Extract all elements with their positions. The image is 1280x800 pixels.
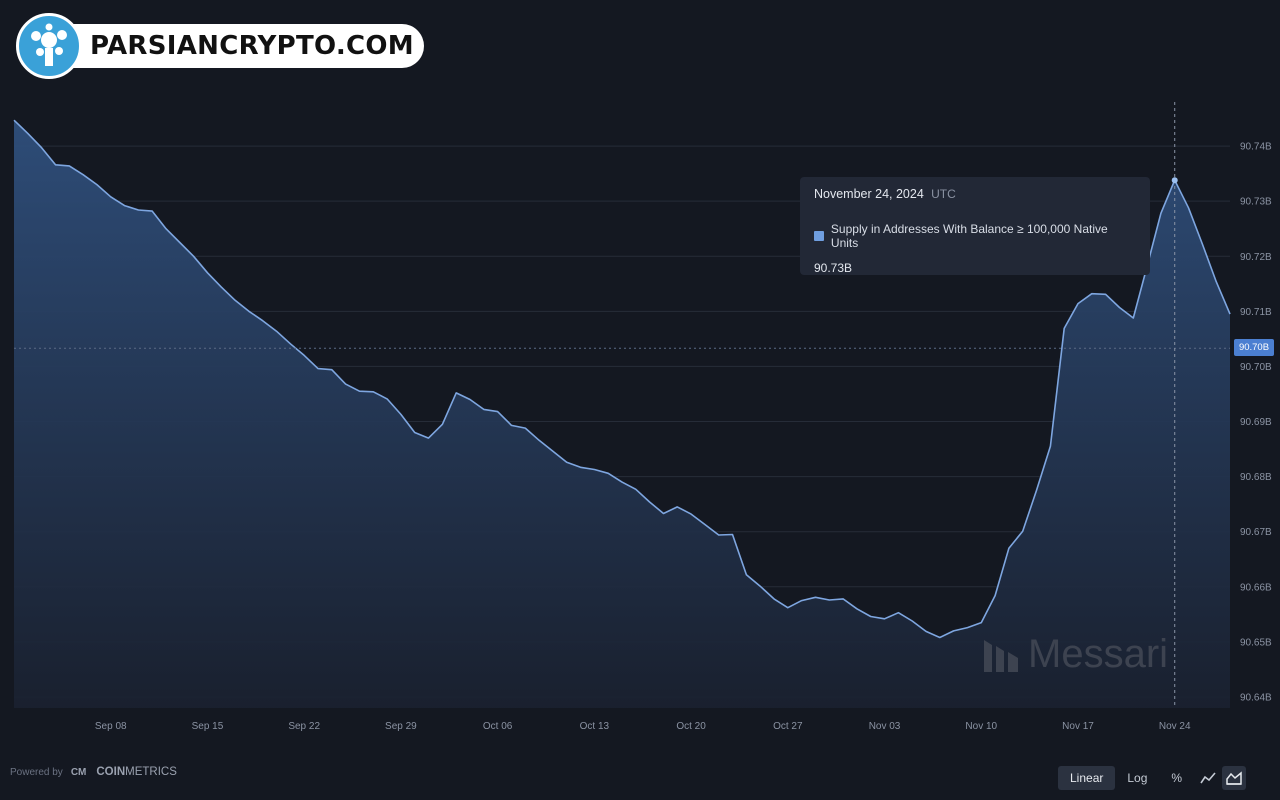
- x-tick-label: Nov 24: [1159, 721, 1191, 732]
- y-tick-label: 90.69B: [1240, 417, 1272, 428]
- brand-logo-icon: [16, 13, 82, 79]
- y-tick-label: 90.70B: [1240, 362, 1272, 373]
- x-tick-label: Oct 20: [676, 721, 706, 732]
- y-tick-label: 90.65B: [1240, 637, 1272, 648]
- y-tick-label: 90.64B: [1240, 692, 1272, 703]
- y-tick-label: 90.71B: [1240, 307, 1272, 318]
- line-chart-icon[interactable]: [1196, 766, 1220, 790]
- coinmetrics-logo-icon: CM: [70, 766, 87, 778]
- messari-logo-icon: [984, 639, 1018, 672]
- chart-tooltip: November 24, 2024 UTC Supply in Addresse…: [800, 177, 1150, 275]
- highlight-point: [1171, 177, 1178, 184]
- x-tick-label: Sep 22: [288, 721, 320, 732]
- watermark-text: Messari: [1028, 632, 1169, 676]
- chart-controls: Linear Log %: [1058, 766, 1247, 790]
- area-chart-icon[interactable]: [1222, 766, 1247, 790]
- x-tick-label: Oct 13: [580, 721, 610, 732]
- tooltip-series-label: Supply in Addresses With Balance ≥ 100,0…: [830, 222, 1108, 250]
- series-area-fill: [14, 120, 1230, 708]
- x-tick-label: Sep 15: [192, 721, 224, 732]
- messari-watermark: Messari: [982, 632, 1168, 677]
- y-tick-label: 90.68B: [1240, 472, 1272, 483]
- tooltip-value: 90.73B: [814, 261, 853, 275]
- x-tick-label: Oct 06: [483, 721, 513, 732]
- coinmetrics-name: COINMETRICS: [96, 766, 177, 778]
- powered-by: Powered by CM COINMETRICS: [10, 766, 177, 778]
- tooltip-series-swatch: [814, 231, 824, 241]
- scale-log-button[interactable]: Log: [1127, 771, 1148, 785]
- x-tick-label: Nov 03: [869, 721, 901, 732]
- y-tick-label: 90.66B: [1240, 582, 1272, 593]
- series-line: [13, 119, 1231, 639]
- y-tick-label: 90.74B: [1240, 142, 1272, 153]
- x-tick-label: Sep 29: [385, 721, 417, 732]
- y-tick-label: 90.73B: [1240, 197, 1272, 208]
- x-tick-label: Oct 27: [773, 721, 803, 732]
- x-tick-label: Sep 08: [95, 721, 127, 732]
- y-tick-label: 90.67B: [1240, 527, 1272, 538]
- scale-linear-button[interactable]: Linear: [1058, 766, 1116, 790]
- brand-text: PARSIANCRYPTO.COM: [66, 24, 424, 68]
- current-value-label: 90.70B: [1234, 339, 1274, 356]
- x-tick-label: Nov 17: [1062, 721, 1094, 732]
- y-tick-label: 90.72B: [1240, 252, 1272, 263]
- powered-by-label: Powered by: [10, 766, 63, 778]
- scale-percent-button[interactable]: %: [1171, 771, 1183, 785]
- tooltip-date: November 24, 2024: [814, 187, 924, 201]
- brand-logo: PARSIANCRYPTO.COM: [16, 13, 424, 79]
- x-tick-label: Nov 10: [965, 721, 997, 732]
- tooltip-timezone: UTC: [931, 187, 956, 201]
